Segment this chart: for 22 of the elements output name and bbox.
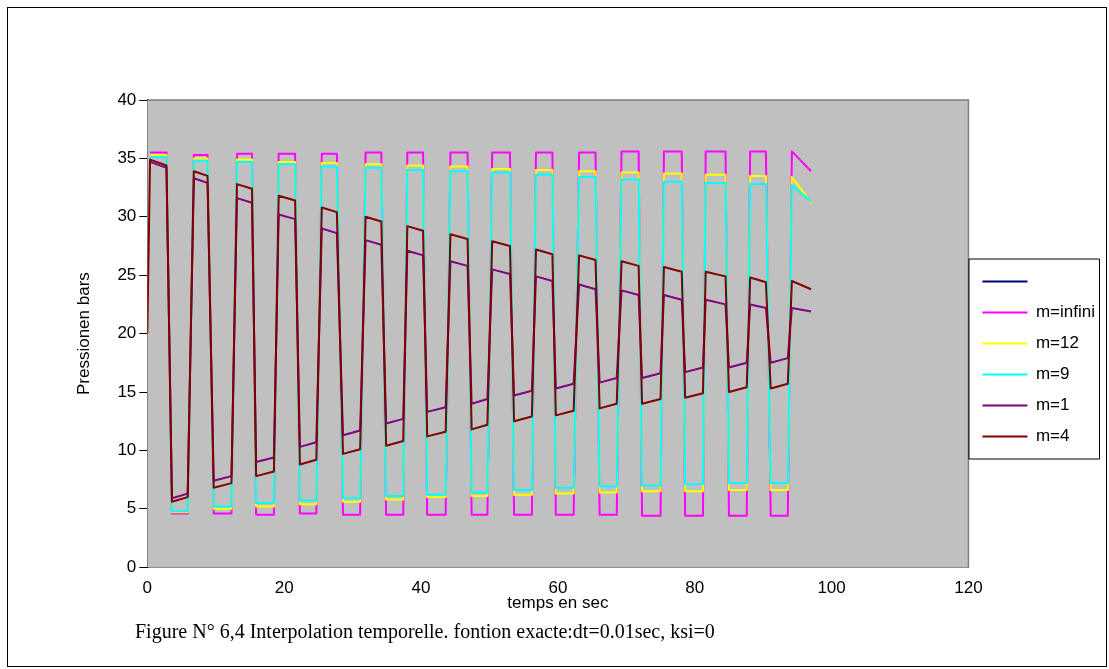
y-tick-label: 25 xyxy=(117,264,137,284)
y-tick-label: 10 xyxy=(117,440,137,460)
y-tick-label: 15 xyxy=(117,381,137,401)
legend-label: m=4 xyxy=(1035,426,1070,446)
x-tick-label: 0 xyxy=(142,578,153,598)
legend-label: m=infini xyxy=(1035,302,1096,322)
x-tick-label: 100 xyxy=(817,578,846,598)
legend-label: m=9 xyxy=(1035,364,1070,384)
x-tick-label: 20 xyxy=(274,578,294,598)
legend-label: m=1 xyxy=(1035,395,1070,415)
y-tick-label: 5 xyxy=(126,498,137,518)
y-axis-title: Pressionen bars xyxy=(73,272,93,396)
x-tick-label: 80 xyxy=(685,578,705,598)
x-tick-label: 40 xyxy=(411,578,431,598)
text: Figure N° 6,4 Interpolation temporelle. fontion exacte:dt=0.01sec, ksi=0 xyxy=(135,620,715,643)
y-tick-label: 20 xyxy=(117,323,137,343)
y-tick-label: 30 xyxy=(117,206,137,226)
y-tick-label: 35 xyxy=(117,148,137,168)
legend-label: m=12 xyxy=(1035,333,1079,353)
x-tick-label: 120 xyxy=(954,578,983,598)
y-tick-label: 40 xyxy=(117,89,137,109)
y-tick-label: 0 xyxy=(126,556,137,576)
